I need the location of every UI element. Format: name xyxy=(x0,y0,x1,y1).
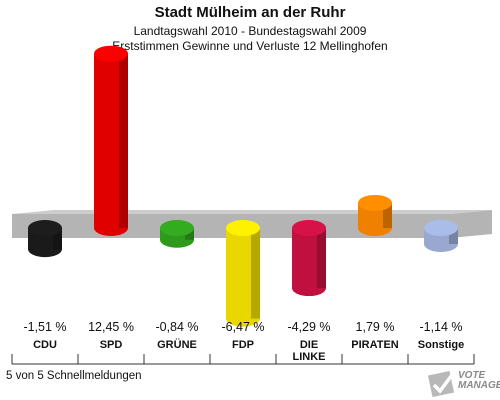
category-label-gr-ne: GRÜNE xyxy=(157,339,197,351)
bar-gr-ne xyxy=(160,220,194,248)
reporting-status: 5 von 5 Schnellmeldungen xyxy=(6,370,142,382)
bar-top-cap xyxy=(292,220,326,236)
bar-shade xyxy=(383,202,392,228)
value-label-fdp: -6,47 % xyxy=(221,320,265,334)
chart-subtitle-election: Landtagswahl 2010 - Bundestagswahl 2009 xyxy=(133,24,367,38)
ballot-check-icon xyxy=(428,370,455,397)
bar-shade xyxy=(119,53,128,229)
value-label-spd: 12,45 % xyxy=(88,320,134,334)
bar-fdp xyxy=(226,220,260,327)
bar-top-cap xyxy=(160,220,194,236)
bar-top-cap xyxy=(358,194,392,211)
value-label-sonstige: -1,14 % xyxy=(419,320,463,334)
chart-subtitle-district: Erststimmen Gewinne und Verluste 12 Mell… xyxy=(112,39,388,53)
bar-shade xyxy=(251,228,260,319)
bar-cdu xyxy=(28,220,62,258)
value-label-cdu: -1,51 % xyxy=(23,320,67,334)
bar-shade xyxy=(317,228,326,289)
vote-manager-logo xyxy=(428,370,455,397)
chart-baseline-top xyxy=(12,210,492,214)
value-label-piraten: 1,79 % xyxy=(355,320,395,334)
value-label-gr-ne: -0,84 % xyxy=(155,320,199,334)
bar-top-cap xyxy=(28,220,62,236)
logo-text-vote: VOTE xyxy=(458,370,486,381)
category-label-fdp: FDP xyxy=(232,339,254,351)
category-label-piraten: PIRATEN xyxy=(351,339,399,351)
bar-spd xyxy=(94,45,128,236)
category-label-spd: SPD xyxy=(99,339,123,351)
bar-shade xyxy=(53,228,62,250)
bar-shade xyxy=(185,228,194,240)
bar-die-linke xyxy=(292,220,326,297)
bar-sonstige xyxy=(424,220,458,252)
value-label-die-linke: -4,29 % xyxy=(287,320,331,334)
bar-top-cap xyxy=(424,220,458,236)
bar-top-cap xyxy=(94,45,128,62)
logo-text-manager: MANAGER xyxy=(458,380,500,391)
chart-title: Stadt Mülheim an der Ruhr xyxy=(154,4,346,21)
bar-piraten xyxy=(358,194,392,236)
bar-top-cap xyxy=(226,220,260,236)
category-label-sonstige: Sonstige xyxy=(417,339,465,351)
bar-shade xyxy=(449,228,458,244)
category-label-die-linke: DIE LINKE xyxy=(292,339,326,363)
logo-text: VOTE MANAGER xyxy=(458,371,500,391)
category-label-cdu: CDU xyxy=(33,339,57,351)
